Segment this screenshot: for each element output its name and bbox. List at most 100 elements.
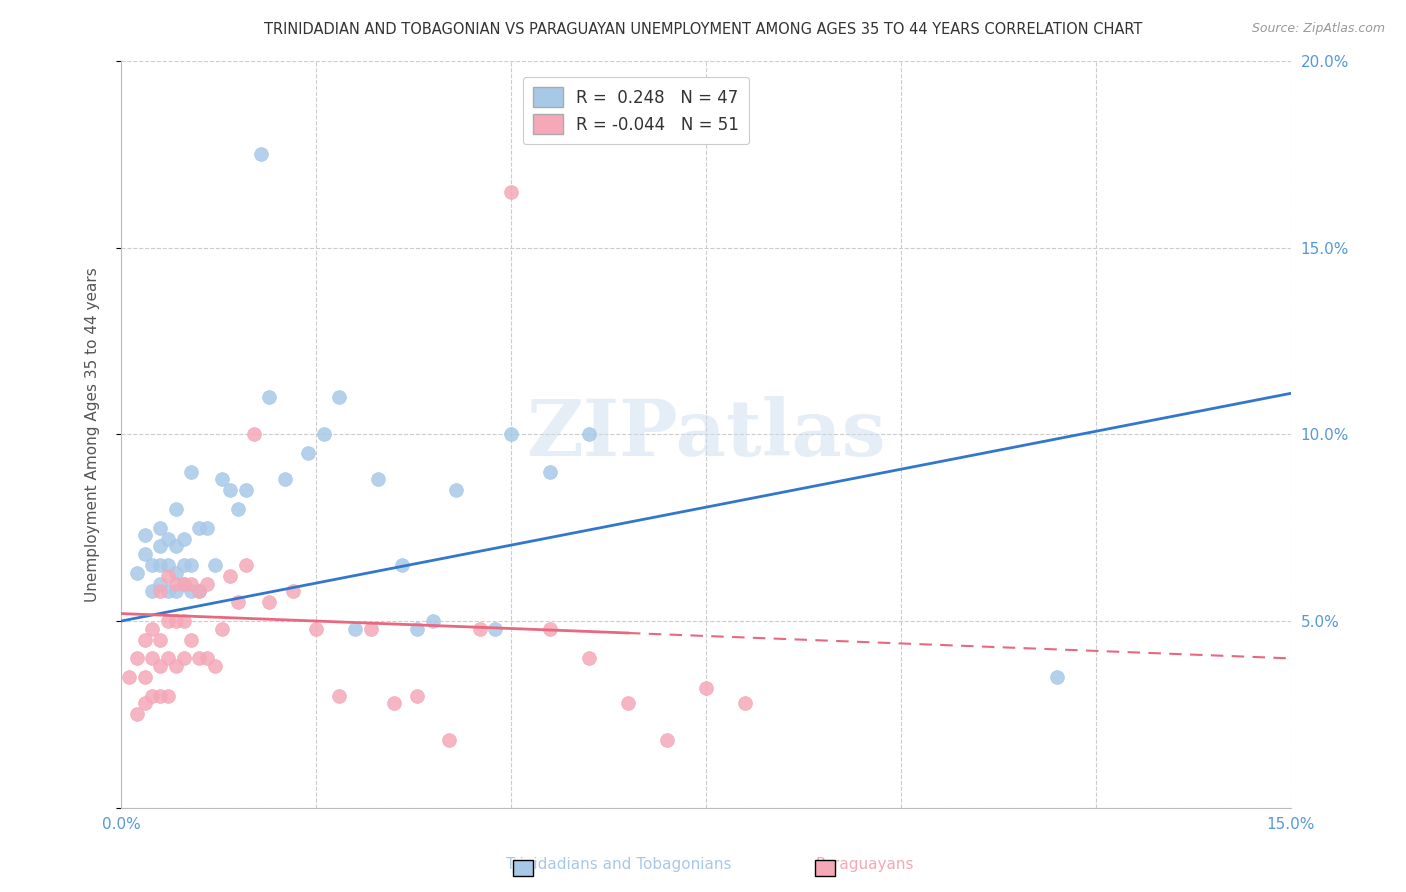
Point	[188, 584, 211, 599]
Point	[1046, 670, 1069, 684]
Point	[134, 696, 156, 710]
Point	[242, 427, 264, 442]
Point	[274, 472, 297, 486]
Point	[382, 696, 405, 710]
Point	[173, 532, 195, 546]
Point	[165, 502, 187, 516]
Point	[149, 658, 172, 673]
Point	[173, 558, 195, 572]
Point	[134, 528, 156, 542]
Point	[165, 614, 187, 628]
Y-axis label: Unemployment Among Ages 35 to 44 years: Unemployment Among Ages 35 to 44 years	[86, 267, 100, 602]
Point	[165, 658, 187, 673]
Point	[188, 651, 211, 665]
Point	[118, 670, 141, 684]
Point	[149, 521, 172, 535]
Point	[204, 658, 226, 673]
Point	[156, 569, 179, 583]
Point	[134, 547, 156, 561]
Point	[235, 483, 257, 498]
Point	[156, 584, 179, 599]
Point	[446, 483, 468, 498]
Point	[695, 681, 717, 696]
Point	[180, 632, 202, 647]
Point	[499, 427, 522, 442]
Point	[219, 569, 242, 583]
Point	[149, 558, 172, 572]
Point	[484, 622, 506, 636]
Point	[188, 584, 211, 599]
Point	[204, 558, 226, 572]
Point	[180, 465, 202, 479]
Point	[180, 558, 202, 572]
Point	[734, 696, 756, 710]
Point	[156, 689, 179, 703]
Point	[188, 521, 211, 535]
Point	[538, 465, 561, 479]
Point	[149, 576, 172, 591]
Point	[226, 502, 249, 516]
Point	[211, 472, 233, 486]
Point	[617, 696, 640, 710]
Text: TRINIDADIAN AND TOBAGONIAN VS PARAGUAYAN UNEMPLOYMENT AMONG AGES 35 TO 44 YEARS : TRINIDADIAN AND TOBAGONIAN VS PARAGUAYAN…	[264, 22, 1142, 37]
Point	[180, 576, 202, 591]
Point	[655, 733, 678, 747]
Point	[195, 651, 218, 665]
Point	[149, 689, 172, 703]
Point	[141, 622, 163, 636]
Point	[259, 390, 281, 404]
Point	[328, 390, 350, 404]
Point	[297, 446, 319, 460]
Point	[578, 651, 600, 665]
Point	[141, 558, 163, 572]
Point	[165, 584, 187, 599]
Point	[125, 566, 148, 580]
Point	[499, 185, 522, 199]
Point	[165, 576, 187, 591]
Text: Source: ZipAtlas.com: Source: ZipAtlas.com	[1251, 22, 1385, 36]
Point	[259, 595, 281, 609]
Point	[156, 651, 179, 665]
Point	[391, 558, 413, 572]
Point	[422, 614, 444, 628]
Point	[578, 427, 600, 442]
Point	[328, 689, 350, 703]
Point	[173, 576, 195, 591]
Text: Paraguayans: Paraguayans	[815, 857, 914, 872]
Point	[134, 670, 156, 684]
Point	[125, 651, 148, 665]
Point	[211, 622, 233, 636]
Point	[538, 622, 561, 636]
Point	[149, 540, 172, 554]
Text: ZIPatlas: ZIPatlas	[526, 396, 886, 473]
Point	[173, 651, 195, 665]
Point	[141, 689, 163, 703]
Point	[406, 622, 429, 636]
Point	[406, 689, 429, 703]
Point	[219, 483, 242, 498]
Point	[156, 558, 179, 572]
Point	[134, 632, 156, 647]
Point	[437, 733, 460, 747]
Point	[173, 614, 195, 628]
Point	[367, 472, 389, 486]
Point	[281, 584, 304, 599]
Text: Trinidadians and Tobagonians: Trinidadians and Tobagonians	[506, 857, 731, 872]
Point	[125, 707, 148, 722]
Point	[226, 595, 249, 609]
Point	[149, 584, 172, 599]
Point	[250, 147, 273, 161]
Point	[156, 614, 179, 628]
Legend: R =  0.248   N = 47, R = -0.044   N = 51: R = 0.248 N = 47, R = -0.044 N = 51	[523, 77, 749, 145]
Point	[149, 632, 172, 647]
Point	[195, 521, 218, 535]
Point	[305, 622, 328, 636]
Point	[141, 651, 163, 665]
Point	[141, 584, 163, 599]
Point	[312, 427, 335, 442]
Point	[468, 622, 491, 636]
Point	[180, 584, 202, 599]
Point	[173, 576, 195, 591]
Point	[156, 532, 179, 546]
Point	[235, 558, 257, 572]
